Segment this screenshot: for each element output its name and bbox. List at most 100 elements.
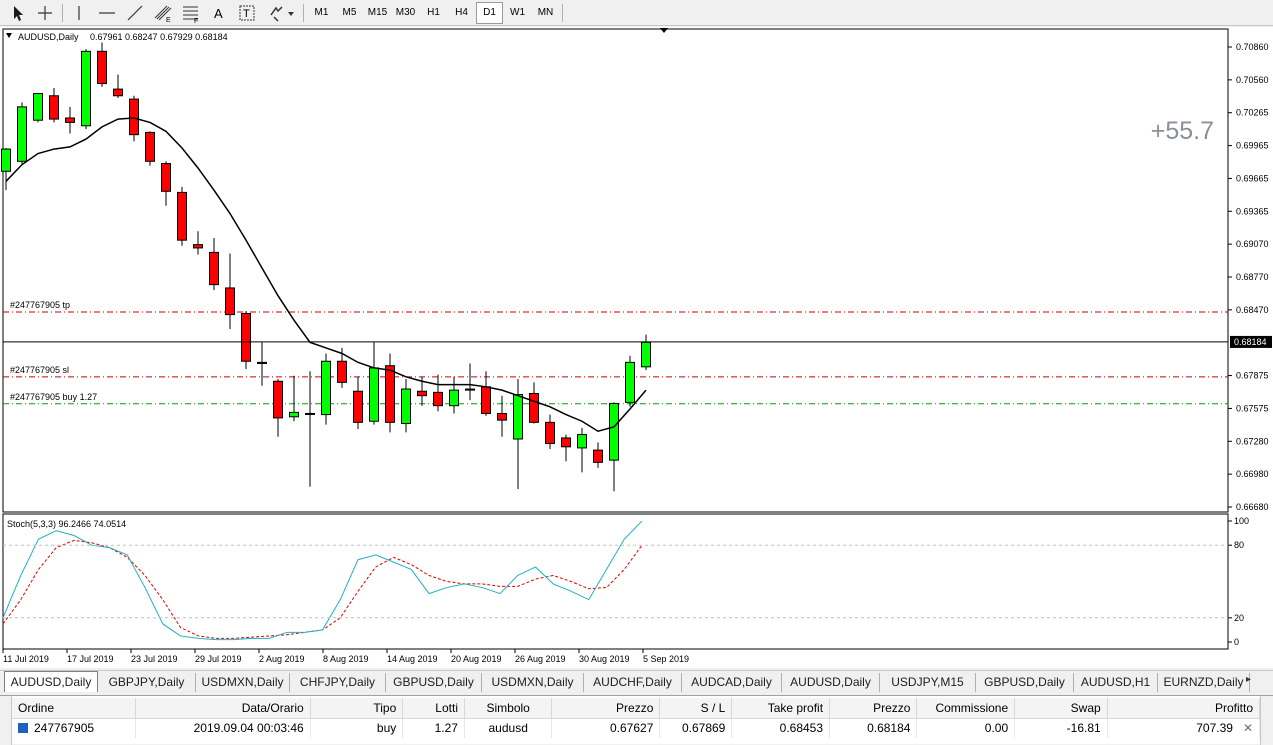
candle-body[interactable] bbox=[625, 361, 635, 403]
candle-body[interactable] bbox=[577, 434, 587, 449]
candle-body[interactable] bbox=[465, 388, 475, 391]
chart-tab[interactable]: AUDCAD,Daily bbox=[682, 673, 782, 692]
timeframe-d1-button[interactable]: D1 bbox=[476, 2, 503, 24]
candle-body[interactable] bbox=[513, 394, 523, 440]
price-tick-label: 0.66980 bbox=[1236, 469, 1269, 479]
chart-tab[interactable]: CHFJPY,Daily bbox=[290, 673, 386, 692]
candle-body[interactable] bbox=[641, 341, 651, 368]
candle-body[interactable] bbox=[145, 131, 155, 162]
arrows-icon[interactable] bbox=[266, 3, 296, 23]
column-header[interactable]: Prezzo bbox=[551, 698, 661, 719]
orders-table: Ordine Data/Orario Tipo Lotti Simbolo Prezzo S… bbox=[12, 698, 1261, 738]
candle-body[interactable] bbox=[289, 411, 299, 418]
candle-body[interactable] bbox=[17, 106, 27, 162]
chart-area[interactable]: #247767905 tp #247767905 sl #247767905 buy… bbox=[0, 27, 1273, 668]
fibonacci-icon[interactable]: F bbox=[180, 3, 202, 25]
candle-body[interactable] bbox=[321, 360, 331, 416]
chart-tab[interactable]: GBPUSD,Daily bbox=[976, 673, 1074, 692]
candle-body[interactable] bbox=[113, 88, 123, 97]
stoch-level-label: 80 bbox=[1234, 540, 1244, 550]
timeframe-w1-button[interactable]: W1 bbox=[510, 7, 525, 18]
candle-body[interactable] bbox=[161, 163, 171, 192]
table-cell: 0.00 bbox=[916, 718, 1016, 738]
timeframe-m15-button[interactable]: M15 bbox=[367, 7, 388, 18]
candle-body[interactable] bbox=[417, 390, 427, 397]
candle-body[interactable] bbox=[225, 287, 235, 316]
timeframe-m5-button[interactable]: M5 bbox=[342, 7, 357, 18]
timeframe-m1-button[interactable]: M1 bbox=[314, 7, 329, 18]
candle-body[interactable] bbox=[545, 421, 555, 444]
timeframe-m30-button[interactable]: M30 bbox=[395, 7, 416, 18]
cursor-icon[interactable] bbox=[6, 3, 28, 23]
column-header[interactable]: Ordine bbox=[12, 698, 136, 719]
chart-tab[interactable]: GBPJPY,Daily bbox=[98, 673, 196, 692]
chart-tab[interactable]: GBPUSD,Daily bbox=[386, 673, 482, 692]
candle-body[interactable] bbox=[209, 251, 219, 286]
candle-body[interactable] bbox=[353, 390, 363, 423]
horizontal-line-icon[interactable] bbox=[96, 3, 118, 23]
crosshair-icon[interactable] bbox=[34, 3, 56, 23]
candle-body[interactable] bbox=[177, 191, 187, 241]
column-header[interactable]: Simbolo bbox=[464, 698, 553, 719]
candle-body[interactable] bbox=[433, 391, 443, 407]
candle-body[interactable] bbox=[337, 360, 347, 383]
column-header[interactable]: Swap bbox=[1014, 698, 1108, 719]
column-header[interactable]: Lotti bbox=[402, 698, 465, 719]
candle-body[interactable] bbox=[561, 437, 571, 448]
candle-body[interactable] bbox=[129, 98, 139, 136]
close-order-icon[interactable]: ✕ bbox=[1242, 721, 1253, 736]
candle-body[interactable] bbox=[257, 361, 267, 364]
tab-scroll-right-icon[interactable]: ▸ bbox=[1246, 674, 1252, 685]
column-header[interactable]: Commissione bbox=[916, 698, 1016, 719]
chart-tab[interactable]: USDMXN,Daily bbox=[482, 673, 584, 692]
candle-body[interactable] bbox=[593, 449, 603, 463]
candle-body[interactable] bbox=[497, 412, 507, 421]
candle-body[interactable] bbox=[273, 380, 283, 419]
candle-body[interactable] bbox=[369, 367, 379, 422]
equidistant-channel-icon[interactable]: E bbox=[152, 3, 174, 24]
candle-body[interactable] bbox=[241, 312, 251, 362]
chart-header-triangle-icon bbox=[6, 33, 12, 38]
column-header[interactable]: Profitto bbox=[1107, 698, 1261, 719]
date-tick-label: 30 Aug 2019 bbox=[579, 654, 630, 664]
column-header[interactable]: Tipo bbox=[310, 698, 404, 719]
chart-tab[interactable]: USDMXN,Daily bbox=[196, 673, 290, 692]
candle-body[interactable] bbox=[305, 412, 315, 415]
candle-body[interactable] bbox=[609, 402, 619, 461]
chart-tab[interactable]: AUDUSD,Daily bbox=[782, 673, 880, 692]
chart-tab[interactable]: AUDUSD,H1 bbox=[1074, 673, 1158, 692]
table-row[interactable]: 247767905 2019.09.04 00:03:46 buy 1.27 audus… bbox=[12, 718, 1261, 738]
chart-symbol-header: AUDUSD,Daily bbox=[18, 32, 79, 42]
candle-body[interactable] bbox=[449, 389, 459, 407]
column-header[interactable]: Prezzo bbox=[829, 698, 918, 719]
chart-tab[interactable]: EURNZD,Daily bbox=[1158, 673, 1250, 692]
text-label-icon[interactable]: T bbox=[236, 3, 258, 23]
chart-canvas[interactable]: #247767905 tp #247767905 sl #247767905 buy… bbox=[0, 27, 1273, 668]
terminal-side-handle[interactable] bbox=[0, 696, 12, 745]
column-header[interactable]: S / L bbox=[659, 698, 733, 719]
candle-body[interactable] bbox=[1, 148, 11, 172]
candle-body[interactable] bbox=[49, 95, 59, 120]
candle-body[interactable] bbox=[401, 388, 411, 424]
column-header[interactable]: Data/Orario bbox=[135, 698, 311, 719]
chart-tab[interactable]: AUDCHF,Daily bbox=[584, 673, 682, 692]
candle-body[interactable] bbox=[193, 244, 203, 249]
vertical-line-icon[interactable] bbox=[68, 3, 90, 23]
candle-body[interactable] bbox=[529, 392, 539, 423]
candle-body[interactable] bbox=[33, 93, 43, 121]
trendline-icon[interactable] bbox=[124, 3, 146, 23]
chart-tab[interactable]: USDJPY,M15 bbox=[880, 673, 976, 692]
candle-body[interactable] bbox=[97, 50, 107, 85]
chart-shift-marker[interactable] bbox=[660, 28, 668, 33]
column-header[interactable]: Take profit bbox=[731, 698, 831, 719]
candle-body[interactable] bbox=[385, 365, 395, 423]
timeframe-mn-button[interactable]: MN bbox=[537, 7, 554, 18]
timeframe-h1-button[interactable]: H1 bbox=[427, 7, 440, 18]
candle-body[interactable] bbox=[81, 50, 91, 127]
candle-body[interactable] bbox=[481, 386, 491, 414]
candle-body[interactable] bbox=[65, 117, 75, 123]
chart-tab[interactable]: AUDUSD,Daily bbox=[4, 671, 98, 692]
terminal-scrollbar[interactable] bbox=[1260, 696, 1273, 745]
text-icon[interactable]: A bbox=[208, 3, 230, 23]
timeframe-h4-button[interactable]: H4 bbox=[455, 7, 468, 18]
